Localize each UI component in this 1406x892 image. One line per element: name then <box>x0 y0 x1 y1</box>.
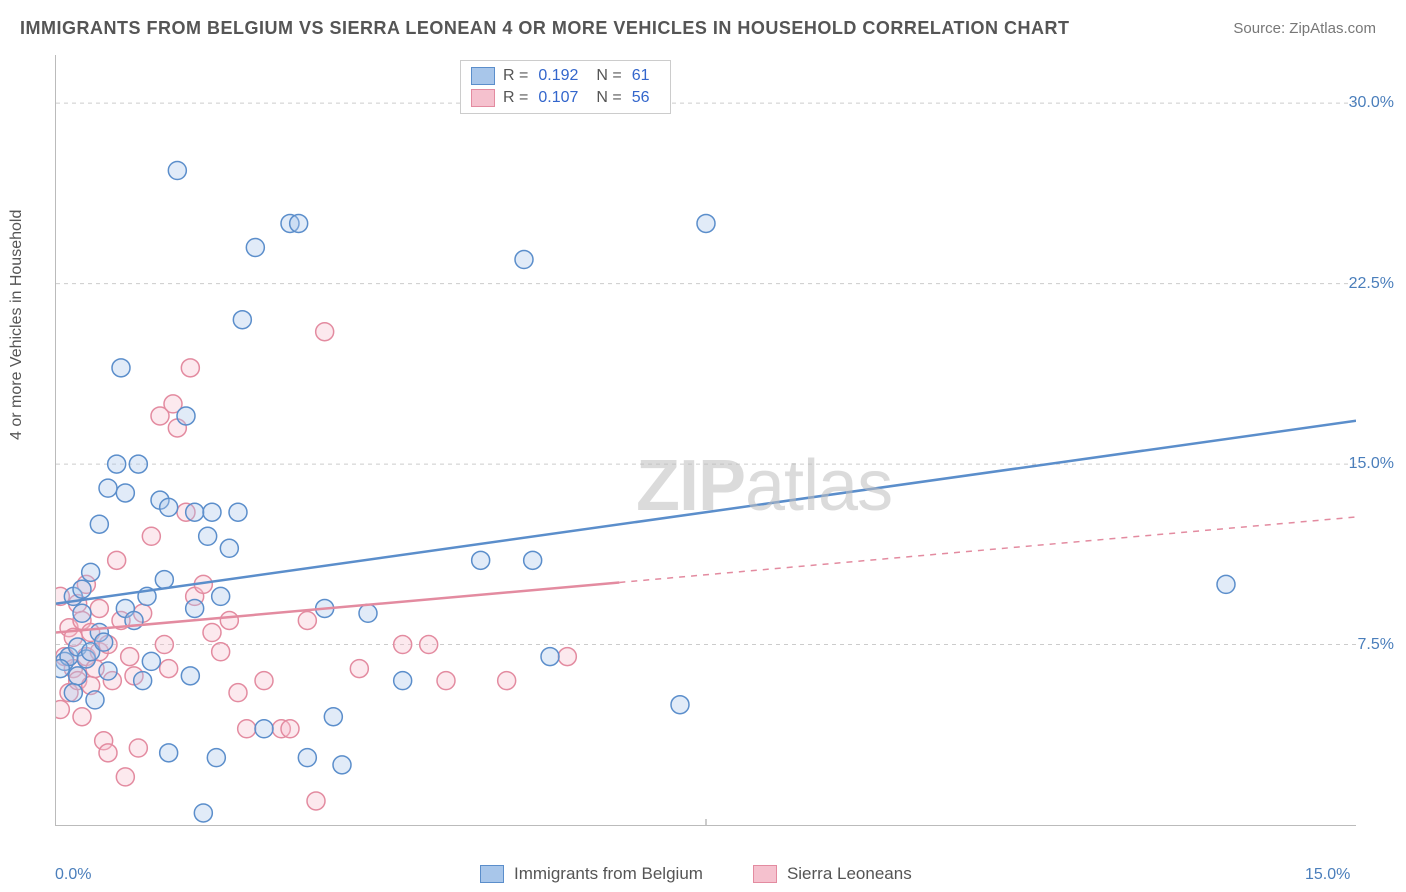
legend-swatch-icon <box>480 865 504 883</box>
source-label: Source: <box>1233 20 1285 37</box>
ytick-label: 22.5% <box>1349 275 1394 293</box>
legend-swatch-icon <box>471 89 495 107</box>
stats-row: R = 0.107 N = 56 <box>471 87 660 109</box>
chart-svg <box>56 55 1356 825</box>
stats-row: R = 0.192 N = 61 <box>471 65 660 87</box>
r-value: 0.107 <box>538 89 578 107</box>
chart-container: IMMIGRANTS FROM BELGIUM VS SIERRA LEONEA… <box>0 0 1406 892</box>
legend-swatch-icon <box>471 67 495 85</box>
r-label: R = <box>503 89 528 107</box>
ytick-label: 15.0% <box>1349 455 1394 473</box>
y-axis-label: 4 or more Vehicles in Household <box>8 210 26 440</box>
n-value: 61 <box>632 67 650 85</box>
n-value: 56 <box>632 89 650 107</box>
legend-label: Sierra Leoneans <box>787 864 912 884</box>
r-label: R = <box>503 67 528 85</box>
legend-label: Immigrants from Belgium <box>514 864 703 884</box>
xtick-label: 15.0% <box>1305 866 1350 884</box>
r-value: 0.192 <box>538 67 578 85</box>
source-value: ZipAtlas.com <box>1289 20 1376 37</box>
ytick-label: 7.5% <box>1358 636 1394 654</box>
xtick-label: 0.0% <box>55 866 91 884</box>
legend-item: Sierra Leoneans <box>753 864 912 884</box>
plot-area: ZIPatlas <box>55 55 1356 826</box>
ytick-label: 30.0% <box>1349 94 1394 112</box>
stats-legend: R = 0.192 N = 61 R = 0.107 N = 56 <box>460 60 671 114</box>
legend-swatch-icon <box>753 865 777 883</box>
legend-item: Immigrants from Belgium <box>480 864 703 884</box>
chart-title: IMMIGRANTS FROM BELGIUM VS SIERRA LEONEA… <box>20 18 1070 39</box>
bottom-legend: Immigrants from Belgium Sierra Leoneans <box>480 864 912 884</box>
source-attribution: Source: ZipAtlas.com <box>1233 20 1376 37</box>
n-label: N = <box>596 89 621 107</box>
n-label: N = <box>596 67 621 85</box>
